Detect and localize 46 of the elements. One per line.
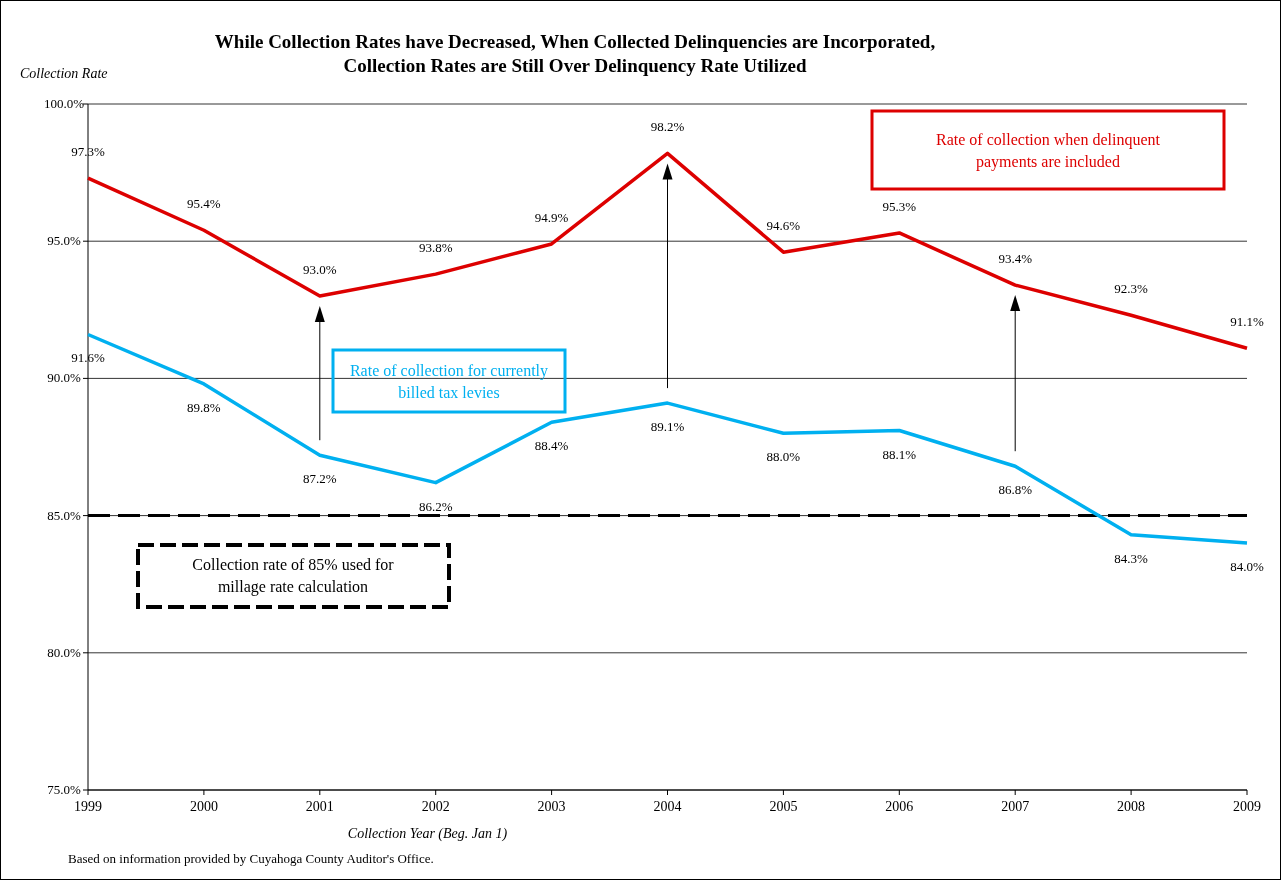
data-label: 92.3% xyxy=(1114,281,1149,297)
y-tick-label: 80.0% xyxy=(47,644,81,660)
y-tick-label: 75.0% xyxy=(47,782,81,797)
data-label: 95.3% xyxy=(882,198,917,214)
data-label: 86.2% xyxy=(418,498,453,514)
data-label: 98.2% xyxy=(650,119,685,135)
y-axis-title: Collection Rate xyxy=(20,66,108,81)
text: Based on information provided by Cuyahoga County Auditor's Office. xyxy=(68,851,434,866)
data-label: 94.6% xyxy=(766,218,801,234)
data-label: 93.4% xyxy=(998,251,1033,267)
text: Rate of collection when delinquent payments are included xyxy=(936,131,1161,171)
x-axis-title: Collection Year (Beg. Jan 1) xyxy=(347,826,508,842)
x-tick-label: 2005 xyxy=(769,799,798,814)
data-label: 88.1% xyxy=(882,446,917,462)
data-label: 91.1% xyxy=(1230,314,1264,330)
data-label: 93.8% xyxy=(418,240,453,256)
y-tick-label: 100.0% xyxy=(43,96,85,111)
y-tick-label: 90.0% xyxy=(47,370,81,386)
x-tick-label: 2002 xyxy=(421,799,450,814)
x-tick-label: 2008 xyxy=(1117,799,1146,814)
y-tick-label: 95.0% xyxy=(47,233,81,249)
x-tick-label: 2000 xyxy=(189,799,218,814)
data-label: 91.6% xyxy=(71,350,105,366)
data-label: 84.3% xyxy=(1114,550,1149,566)
data-label: 88.4% xyxy=(534,438,569,454)
y-tick-label: 85.0% xyxy=(47,507,81,523)
x-tick-label: 2007 xyxy=(1001,799,1030,814)
data-label: 89.1% xyxy=(650,419,685,435)
x-tick-label: 2009 xyxy=(1233,799,1261,814)
x-tick-label: 2004 xyxy=(653,799,682,814)
data-label: 89.8% xyxy=(187,399,221,415)
data-label: 87.2% xyxy=(303,471,337,487)
data-label: 97.3% xyxy=(71,144,105,160)
data-label: 86.8% xyxy=(998,482,1033,498)
chart-title: While Collection Rates have Decreased, When Collected Delinquencies are Incorporated, Collection Rates are Still Over Delinquency Rate Utilized xyxy=(214,31,936,76)
data-label: 88.0% xyxy=(766,449,801,465)
ref-line-label: Collection rate of 85% used for millage rate calculation xyxy=(192,556,395,596)
data-label: 95.4% xyxy=(187,196,221,212)
data-label: 94.9% xyxy=(534,209,569,225)
series-label: Rate of collection for currently billed tax levies xyxy=(349,362,549,401)
x-tick-label: 2006 xyxy=(885,799,914,814)
data-label: 84.0% xyxy=(1230,559,1264,575)
x-tick-label: 2003 xyxy=(537,799,566,814)
x-tick-label: 1999 xyxy=(74,799,102,814)
data-label: 93.0% xyxy=(303,262,337,278)
x-tick-label: 2001 xyxy=(305,799,334,814)
